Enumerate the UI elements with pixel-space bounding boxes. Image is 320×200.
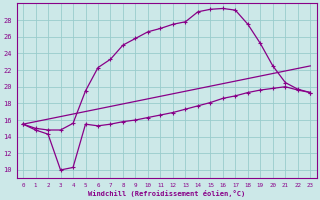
X-axis label: Windchill (Refroidissement éolien,°C): Windchill (Refroidissement éolien,°C) [88, 190, 245, 197]
